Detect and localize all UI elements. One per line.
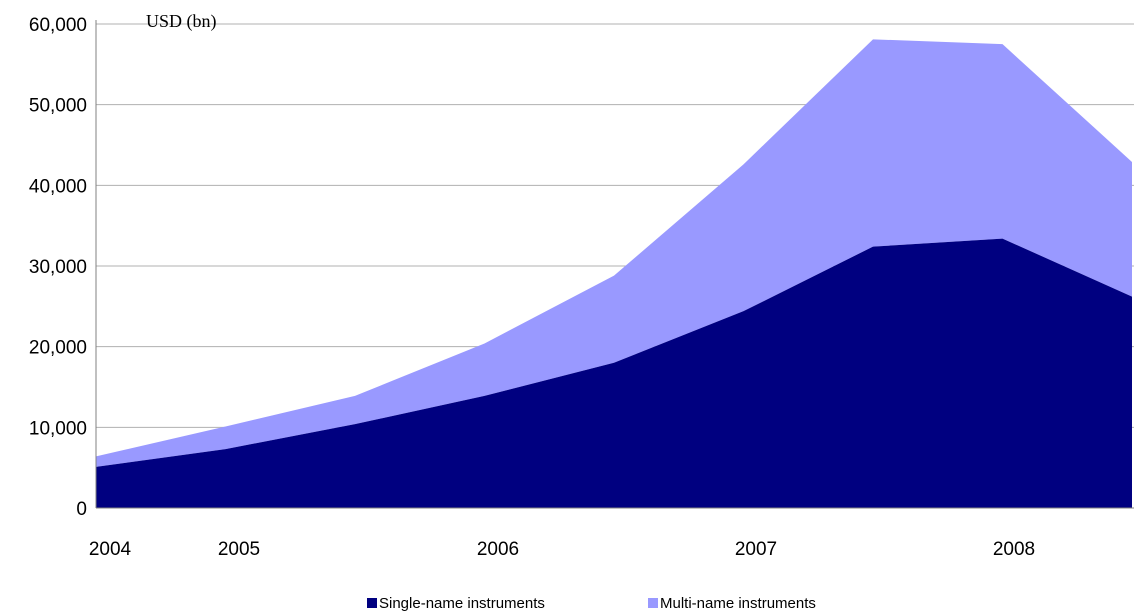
legend: Single-name instruments Multi-name instru… [367, 595, 816, 612]
x-tick-label: 2007 [735, 539, 777, 560]
area-multi-name-instruments [96, 39, 1132, 467]
x-axis-tick-labels: 2004 2005 2006 2007 2008 [89, 539, 1035, 560]
axes [95, 20, 1134, 509]
legend-swatch [648, 598, 658, 608]
unit-label: USD (bn) [146, 11, 217, 32]
x-tick-label: 2008 [993, 539, 1035, 560]
y-tick-label: 0 [76, 499, 87, 520]
x-tick-label: 2004 [89, 539, 132, 560]
y-tick-label: 40,000 [29, 176, 87, 197]
y-tick-label: 10,000 [29, 418, 87, 439]
legend-label: Multi-name instruments [660, 595, 816, 612]
x-tick-label: 2005 [218, 539, 260, 560]
plot-areas [96, 39, 1132, 508]
y-tick-label: 30,000 [29, 257, 87, 278]
x-tick-label: 2006 [477, 539, 519, 560]
y-tick-label: 20,000 [29, 338, 87, 359]
y-axis-tick-labels: 0 10,000 20,000 30,000 40,000 50,000 60,000 [29, 15, 87, 520]
legend-label: Single-name instruments [379, 595, 545, 612]
legend-swatch [367, 598, 377, 608]
area-single-name-instruments [96, 238, 1132, 508]
y-tick-label: 50,000 [29, 96, 87, 117]
y-tick-label: 60,000 [29, 15, 87, 36]
